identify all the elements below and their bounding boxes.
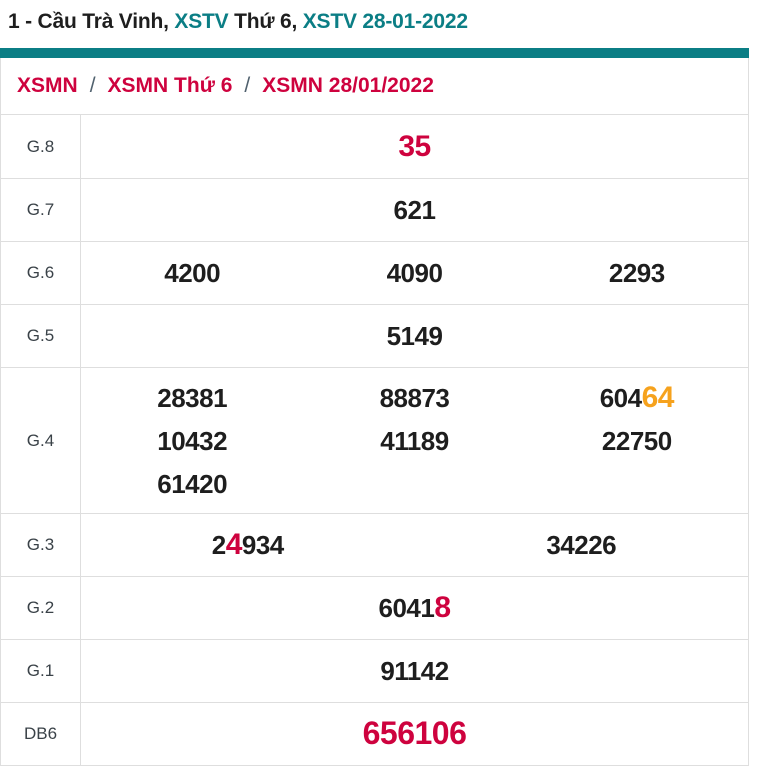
lottery-table: G.8 35 G.7 621 G.6 4200 4090 2293 G.5 5149 G.4 2838… <box>1 115 748 765</box>
prize-number: 34226 <box>546 524 616 567</box>
breadcrumb-link[interactable]: XSMN Thứ 6 <box>107 74 233 97</box>
prize-number: 41189 <box>380 420 449 463</box>
prize-number: 10432 <box>157 420 227 463</box>
table-row: G.5 5149 <box>1 304 748 367</box>
value-line: 28381 88873 60464 <box>81 376 748 420</box>
prize-number: 91142 <box>380 650 449 693</box>
number-segment: 10432 <box>157 425 228 456</box>
number-segment: 934 <box>241 530 284 560</box>
prize-number: 5149 <box>387 315 443 358</box>
prize-label: G.3 <box>1 514 81 576</box>
number-segment: 35 <box>398 129 431 163</box>
prize-values: 91142 <box>81 640 748 702</box>
breadcrumb-separator: / <box>244 74 251 97</box>
prize-number: 24934 <box>211 523 285 567</box>
prize-number: 60418 <box>378 586 451 630</box>
breadcrumb-link[interactable]: XSMN 28/01/2022 <box>262 74 434 97</box>
prize-values: 60418 <box>81 577 748 639</box>
table-row: G.2 60418 <box>1 576 748 639</box>
breadcrumb-separator: / <box>89 74 96 97</box>
breadcrumb-link[interactable]: XSMN <box>17 74 78 97</box>
prize-label: G.7 <box>1 179 81 241</box>
prize-values: 4200 4090 2293 <box>81 242 748 304</box>
page-title: 1 - Cầu Trà Vinh, XSTV Thứ 6, XSTV 28-01… <box>8 8 760 36</box>
prize-label: G.2 <box>1 577 81 639</box>
prize-number: 2293 <box>609 252 665 295</box>
value-line: 621 <box>81 189 748 232</box>
results-panel: XSMN / XSMN Thứ 6 / XSMN 28/01/2022 G.8 35 G.7… <box>0 48 749 766</box>
table-row: G.1 91142 <box>1 639 748 702</box>
value-line: 61420 <box>81 463 748 506</box>
prize-label: G.5 <box>1 305 81 367</box>
number-segment: 88873 <box>379 382 450 413</box>
prize-number: 4200 <box>164 252 220 295</box>
prize-number: 35 <box>398 125 431 169</box>
prize-number: 656106 <box>363 712 467 757</box>
number-segment: 28381 <box>157 382 228 413</box>
prize-number: 4090 <box>387 252 443 295</box>
number-segment: 604 <box>599 382 642 413</box>
prize-values: 5149 <box>81 305 748 367</box>
value-line: 4200 4090 2293 <box>81 252 748 295</box>
table-row: DB6 656106 <box>1 702 748 765</box>
table-row: G.6 4200 4090 2293 <box>1 241 748 304</box>
prize-label: G.1 <box>1 640 81 702</box>
breadcrumb: XSMN / XSMN Thứ 6 / XSMN 28/01/2022 <box>1 58 748 115</box>
table-row: G.8 35 <box>1 115 748 178</box>
prize-number: 88873 <box>380 377 450 420</box>
number-segment: 5149 <box>386 320 443 351</box>
value-line: 60418 <box>81 586 748 630</box>
prize-values: 35 <box>81 115 748 178</box>
number-segment: 61420 <box>157 468 228 499</box>
number-segment: 4200 <box>164 257 221 288</box>
number-segment: 91142 <box>380 655 449 686</box>
prize-values: 656106 <box>81 703 748 765</box>
number-segment: 4090 <box>386 257 443 288</box>
prize-number: 22750 <box>602 420 672 463</box>
prize-label: G.6 <box>1 242 81 304</box>
number-segment: 2 <box>211 530 226 560</box>
value-line: 5149 <box>81 315 748 358</box>
value-line: 35 <box>81 125 748 169</box>
value-line: 24934 34226 <box>81 523 748 567</box>
prize-values: 24934 34226 <box>81 514 748 576</box>
number-segment: 34226 <box>546 530 617 560</box>
title-text: 1 - Cầu Trà Vinh, <box>8 10 175 33</box>
title-link[interactable]: XSTV 28-01-2022 <box>302 10 468 33</box>
number-segment: 656106 <box>362 714 467 751</box>
table-row: G.3 24934 34226 <box>1 513 748 576</box>
prize-number: 60464 <box>599 376 675 420</box>
table-row: G.7 621 <box>1 178 748 241</box>
number-segment: 8 <box>434 591 451 624</box>
title-link[interactable]: XSTV <box>174 10 229 33</box>
title-text: Thứ 6, <box>228 10 303 33</box>
value-line: 10432 41189 22750 <box>81 420 748 463</box>
number-segment: 6041 <box>378 593 435 623</box>
prize-values: 28381 88873 60464 10432 41189 22750 61420 <box>81 368 748 513</box>
number-segment: 621 <box>393 194 436 225</box>
value-line: 656106 <box>81 712 748 757</box>
prize-label: G.8 <box>1 115 81 178</box>
prize-number: 61420 <box>157 463 227 506</box>
prize-label: G.4 <box>1 368 81 513</box>
value-line: 91142 <box>81 650 748 693</box>
teal-accent-bar <box>0 48 749 58</box>
prize-number: 621 <box>394 189 436 232</box>
number-segment: 64 <box>641 380 675 414</box>
prize-number: 28381 <box>157 377 227 420</box>
number-segment: 2293 <box>608 257 665 288</box>
number-segment: 22750 <box>601 425 672 456</box>
prize-label: DB6 <box>1 703 81 765</box>
table-row: G.4 28381 88873 60464 10432 41189 22750 61420 <box>1 367 748 513</box>
number-segment: 41189 <box>380 425 449 456</box>
prize-values: 621 <box>81 179 748 241</box>
number-segment: 4 <box>225 528 243 561</box>
